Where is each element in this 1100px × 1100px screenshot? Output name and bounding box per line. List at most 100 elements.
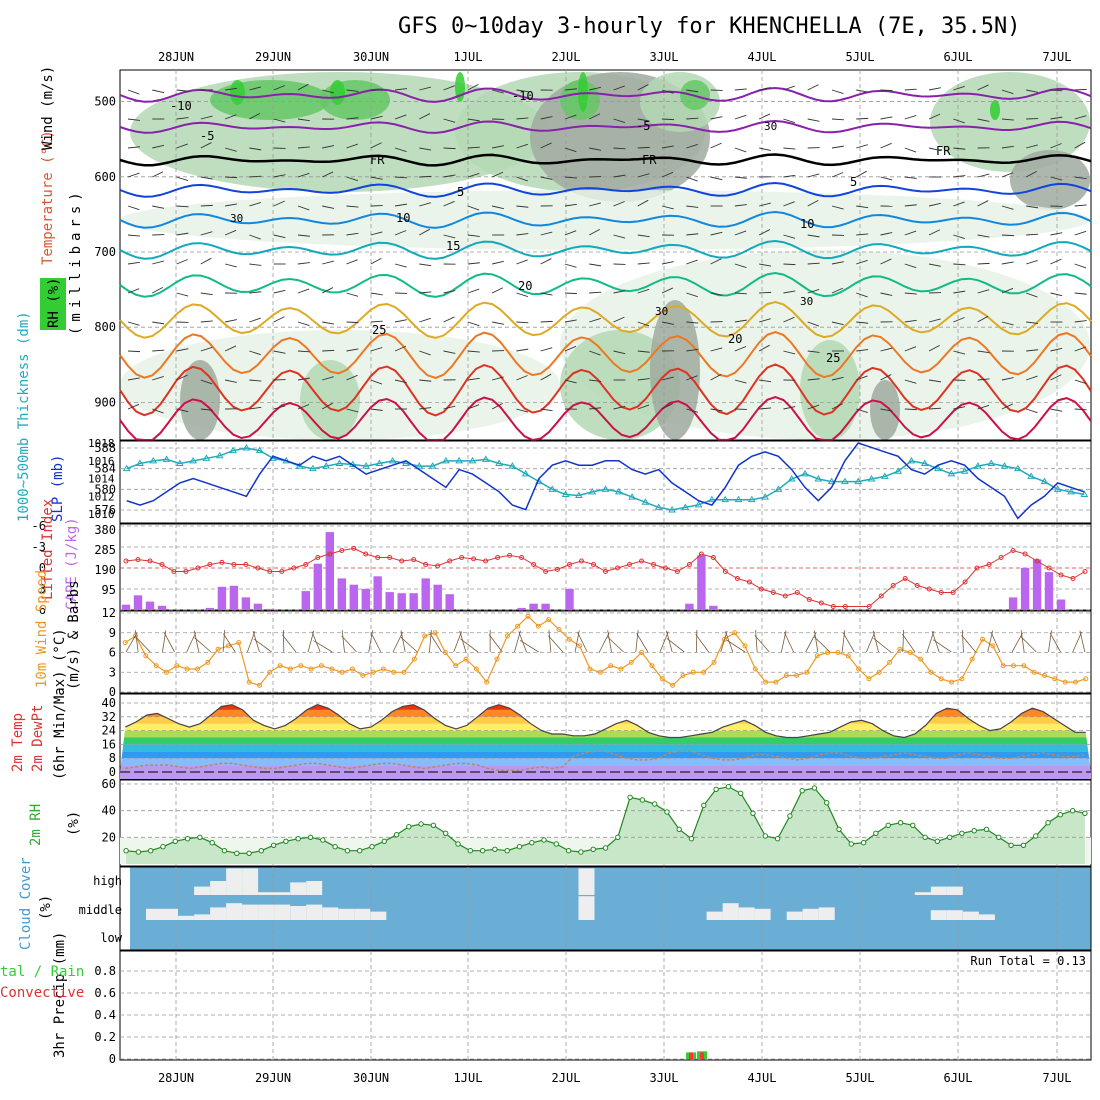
wind10-point xyxy=(701,669,707,675)
wind-barb xyxy=(540,176,553,180)
rh2m-point xyxy=(295,836,301,842)
isotherm-line xyxy=(119,119,1092,134)
wind-barb xyxy=(783,174,796,178)
wind-barb xyxy=(1025,170,1037,178)
wind-barb xyxy=(564,319,577,323)
wind-barb xyxy=(880,232,893,236)
wind-barb xyxy=(637,146,650,149)
wind10-barb xyxy=(695,633,709,653)
wind10-point xyxy=(907,650,913,655)
wind-barb xyxy=(1074,292,1087,295)
wind-barb xyxy=(904,115,917,120)
wind10-barb xyxy=(400,636,418,653)
wind10-barb xyxy=(659,631,669,653)
thickness-point xyxy=(880,472,889,479)
wind-barb xyxy=(1050,176,1063,181)
wind-barb xyxy=(783,234,796,239)
wind-barb xyxy=(322,205,335,209)
bottom-date-label: 7JUL xyxy=(1043,1071,1072,1085)
wind-barb xyxy=(613,405,626,410)
rh2m-point xyxy=(393,832,400,838)
slp-tick: 1014 xyxy=(88,473,115,486)
wind-barb xyxy=(225,203,237,207)
wind10-barb xyxy=(392,632,404,653)
temperature-axis-label: Temperature (°C) xyxy=(40,130,56,265)
wind-barb xyxy=(467,350,480,353)
wind-barb xyxy=(904,176,917,179)
wind10-barb xyxy=(726,639,746,653)
wind-barb xyxy=(783,118,795,124)
wind-barb xyxy=(370,115,383,120)
wind-barb xyxy=(127,89,140,95)
wind-barb xyxy=(807,234,820,238)
wind-barb xyxy=(127,288,140,294)
wind-barb xyxy=(661,321,674,325)
lifted-point xyxy=(1082,569,1088,574)
wind-barb xyxy=(297,118,310,122)
thickness-axis-label: 1000~500mb Thickness (dm) xyxy=(16,311,32,522)
wind10-point xyxy=(990,643,996,649)
wind-barb xyxy=(1050,143,1062,149)
rh-shading xyxy=(230,80,245,105)
wind-barb xyxy=(273,234,286,239)
wind-barb xyxy=(297,172,310,178)
wind10-point xyxy=(969,656,975,662)
wind-barb xyxy=(1001,321,1014,326)
wind-barb xyxy=(783,316,795,323)
wind-barb xyxy=(613,147,626,150)
wind10-point xyxy=(205,659,211,665)
thickness-point xyxy=(787,475,796,482)
wind-barb xyxy=(904,408,917,411)
wind10-barb xyxy=(548,630,552,653)
wind-barb xyxy=(759,407,772,410)
wind10-point xyxy=(980,636,985,642)
millibars-label: (millibars) xyxy=(68,187,84,335)
wind-barb xyxy=(904,292,917,295)
wind-barb xyxy=(346,408,359,413)
rh2m-area xyxy=(126,786,1085,864)
wind-barb xyxy=(783,201,795,207)
lifted-point xyxy=(651,562,656,567)
wind-barb xyxy=(759,87,771,91)
wind10-tick: 0 xyxy=(109,685,116,699)
wind10-barb xyxy=(901,633,916,653)
rh2m-point xyxy=(996,834,1002,840)
rh2m-point xyxy=(504,848,510,854)
wind-barb xyxy=(637,262,650,265)
thickness-point xyxy=(841,477,849,485)
cape-bar xyxy=(361,588,370,610)
wind10-point xyxy=(226,643,231,649)
wind-barb xyxy=(273,174,286,178)
thickness-point xyxy=(801,469,809,477)
wind-barb xyxy=(443,405,456,410)
cape-bar xyxy=(145,601,155,610)
lifted-point xyxy=(662,565,668,571)
lifted-point xyxy=(902,576,908,581)
isotherm-line xyxy=(119,86,1092,103)
precip-frame xyxy=(119,950,1092,1061)
wind-barb xyxy=(589,202,601,207)
rh2m-point xyxy=(270,842,277,848)
temp2m-axis-label-3: (6hr Min/Max) (°C) xyxy=(52,628,68,780)
wind-barb xyxy=(686,348,699,352)
wind-barb xyxy=(977,315,989,323)
wind-barb xyxy=(734,230,747,236)
lifted-point xyxy=(1034,558,1040,564)
convective-legend-label: Convective xyxy=(0,985,84,1001)
wind-barb xyxy=(564,230,577,236)
wind-barb xyxy=(807,321,820,327)
lifted-point xyxy=(674,569,680,574)
cloud-mid-bar xyxy=(370,911,387,920)
cape-tick: 95 xyxy=(102,583,116,597)
wind10-point xyxy=(153,663,159,669)
wind10-barb xyxy=(1020,636,1037,653)
thickness-point xyxy=(455,456,464,464)
wind10-barb xyxy=(370,632,382,653)
thickness-point xyxy=(215,451,224,459)
wind-barb xyxy=(710,142,722,149)
slp-tick: 1016 xyxy=(88,455,115,468)
cape-bar xyxy=(421,578,430,610)
wind-barb xyxy=(880,116,893,120)
wind-barb xyxy=(419,317,431,323)
rh2m-point xyxy=(664,809,670,815)
